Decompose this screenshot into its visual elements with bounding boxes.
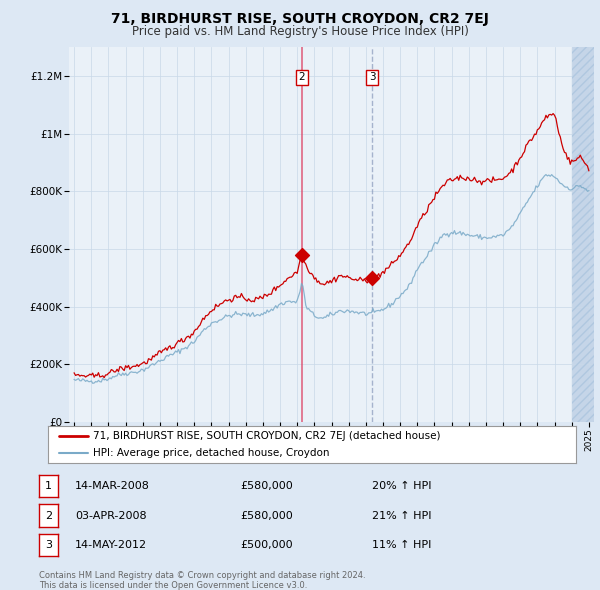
Text: 2: 2 bbox=[45, 511, 52, 520]
Text: £500,000: £500,000 bbox=[240, 540, 293, 550]
Text: Contains HM Land Registry data © Crown copyright and database right 2024.: Contains HM Land Registry data © Crown c… bbox=[39, 571, 365, 580]
Text: 21% ↑ HPI: 21% ↑ HPI bbox=[372, 511, 431, 520]
Text: HPI: Average price, detached house, Croydon: HPI: Average price, detached house, Croy… bbox=[93, 448, 329, 458]
Text: 03-APR-2008: 03-APR-2008 bbox=[75, 511, 146, 520]
Bar bbox=[572, 47, 594, 422]
Text: 3: 3 bbox=[369, 73, 376, 83]
Text: 14-MAR-2008: 14-MAR-2008 bbox=[75, 481, 150, 491]
Text: 2: 2 bbox=[299, 73, 305, 83]
Text: £580,000: £580,000 bbox=[240, 511, 293, 520]
Text: 11% ↑ HPI: 11% ↑ HPI bbox=[372, 540, 431, 550]
Text: 14-MAY-2012: 14-MAY-2012 bbox=[75, 540, 147, 550]
Text: 1: 1 bbox=[45, 481, 52, 491]
Text: 20% ↑ HPI: 20% ↑ HPI bbox=[372, 481, 431, 491]
Text: 71, BIRDHURST RISE, SOUTH CROYDON, CR2 7EJ (detached house): 71, BIRDHURST RISE, SOUTH CROYDON, CR2 7… bbox=[93, 431, 440, 441]
Text: 71, BIRDHURST RISE, SOUTH CROYDON, CR2 7EJ: 71, BIRDHURST RISE, SOUTH CROYDON, CR2 7… bbox=[111, 12, 489, 26]
Bar bbox=[572, 47, 594, 422]
Text: £580,000: £580,000 bbox=[240, 481, 293, 491]
Text: 3: 3 bbox=[45, 540, 52, 550]
Point bbox=[367, 273, 377, 283]
Text: This data is licensed under the Open Government Licence v3.0.: This data is licensed under the Open Gov… bbox=[39, 581, 307, 589]
Point bbox=[297, 250, 307, 260]
Text: Price paid vs. HM Land Registry's House Price Index (HPI): Price paid vs. HM Land Registry's House … bbox=[131, 25, 469, 38]
